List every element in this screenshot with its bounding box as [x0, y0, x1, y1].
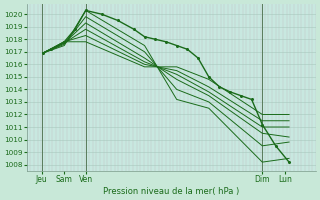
X-axis label: Pression niveau de la mer( hPa ): Pression niveau de la mer( hPa ): [103, 187, 239, 196]
